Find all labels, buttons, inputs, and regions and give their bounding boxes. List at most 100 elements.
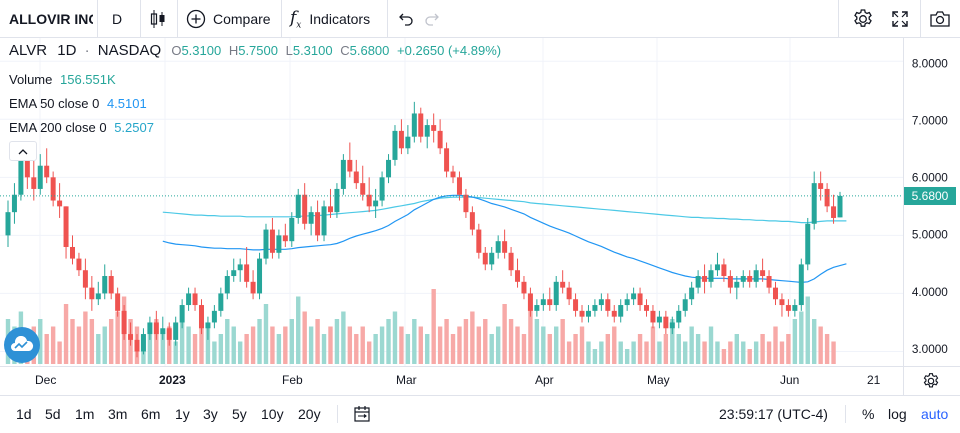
candle-body — [218, 293, 224, 311]
candle-body — [824, 188, 830, 207]
range-3m-button[interactable]: 3m — [108, 406, 128, 422]
volume-bar — [244, 334, 249, 364]
range-3y-button[interactable]: 3y — [203, 406, 218, 422]
timezone-clock[interactable]: 23:59:17 (UTC-4) — [719, 406, 828, 422]
logo-button[interactable] — [4, 327, 40, 363]
candle — [166, 322, 172, 346]
candle-body — [386, 159, 392, 178]
settings-button[interactable] — [852, 0, 874, 38]
range-1m-button[interactable]: 1m — [75, 406, 95, 422]
volume-bar — [373, 334, 378, 364]
auto-scale-button[interactable]: auto — [921, 406, 949, 422]
volume-bar — [528, 296, 533, 364]
candle-body — [379, 177, 385, 201]
indicators-button[interactable]: fx Indicators — [290, 0, 370, 38]
candle-body — [482, 252, 488, 265]
candle-body — [353, 171, 359, 184]
volume-bar — [179, 319, 185, 364]
volume-bar — [218, 334, 224, 364]
candle — [618, 299, 624, 323]
candle — [411, 101, 417, 143]
symbol-search-button[interactable]: ALLOVIR INC — [9, 0, 93, 38]
candle — [218, 287, 224, 317]
fullscreen-button[interactable] — [890, 0, 910, 38]
range-10y-button[interactable]: 10y — [261, 406, 284, 422]
candle — [463, 188, 469, 218]
legend-dot: · — [84, 42, 90, 59]
redo-button[interactable] — [424, 0, 442, 38]
volume-bar — [818, 326, 823, 364]
candle — [785, 299, 791, 317]
low-label: L — [285, 43, 293, 58]
volume-bar — [250, 326, 256, 364]
volume-bar — [702, 341, 707, 364]
candle-body — [611, 310, 617, 317]
range-5d-button[interactable]: 5d — [45, 406, 61, 422]
volume-bar — [431, 289, 436, 364]
candle-body — [669, 322, 675, 329]
redo-icon — [425, 13, 439, 26]
ema200-legend[interactable]: EMA 200 close 0 5.2507 — [9, 120, 154, 135]
candle-body — [289, 217, 295, 242]
candle-body — [269, 229, 275, 253]
series-legend: ALVR 1D · NASDAQ O5.3100 H5.7500 L5.3100… — [9, 42, 501, 59]
candle-body — [515, 270, 521, 282]
volume-bar — [792, 319, 798, 364]
candle-body — [592, 305, 598, 311]
compare-button[interactable]: Compare — [186, 0, 271, 38]
snapshot-button[interactable] — [929, 0, 951, 38]
volume-bar — [328, 326, 333, 364]
range-5y-button[interactable]: 5y — [232, 406, 247, 422]
go-to-date-button[interactable] — [353, 395, 371, 433]
log-scale-button[interactable]: log — [888, 406, 907, 422]
volume-bar — [760, 334, 765, 364]
range-1y-button[interactable]: 1y — [175, 406, 190, 422]
volume-bar — [263, 304, 269, 364]
percent-scale-button[interactable]: % — [862, 406, 875, 422]
time-axis[interactable]: Dec 2023 Feb Mar Apr May Jun 21 — [0, 366, 960, 396]
divider — [838, 0, 839, 38]
candle — [5, 200, 11, 247]
candle — [244, 246, 250, 288]
candle — [450, 165, 456, 184]
candle-body — [469, 212, 475, 230]
range-20y-button[interactable]: 20y — [298, 406, 321, 422]
candle — [721, 258, 727, 282]
gear-icon — [923, 373, 939, 388]
range-1d-button[interactable]: 1d — [16, 406, 32, 422]
price-tick-label: 6.0000 — [912, 172, 948, 185]
candle-body — [773, 287, 779, 300]
candle-body — [663, 316, 669, 329]
volume-bar — [308, 326, 314, 364]
collapse-legend-button[interactable] — [9, 141, 37, 161]
undo-button[interactable] — [396, 0, 414, 38]
volume-bar — [586, 341, 591, 364]
candle — [282, 223, 288, 247]
range-6m-button[interactable]: 6m — [141, 406, 161, 422]
divider — [337, 405, 338, 423]
candle-body — [147, 322, 153, 335]
volume-legend[interactable]: Volume 156.551K — [9, 72, 116, 87]
candle — [302, 183, 308, 230]
candle-body — [5, 212, 11, 236]
interval-button[interactable]: D — [112, 0, 132, 38]
candle — [327, 188, 333, 218]
candle-body — [134, 339, 140, 352]
chart-type-button[interactable] — [149, 0, 167, 38]
volume-bar — [83, 311, 88, 364]
candle-body — [76, 258, 82, 271]
ema50-legend[interactable]: EMA 50 close 0 4.5101 — [9, 96, 147, 111]
candle-body — [334, 188, 340, 213]
candle-body — [24, 159, 30, 178]
axis-settings-button[interactable] — [922, 372, 940, 395]
candle — [495, 235, 501, 259]
time-label-dec: Dec — [35, 373, 57, 387]
ema200-label: EMA 200 close 0 — [9, 120, 107, 135]
high-value: 5.7500 — [238, 43, 278, 58]
volume-bar — [786, 334, 791, 364]
price-axis[interactable]: 8.0000 7.0000 6.0000 5.0000 4.0000 3.0000 — [903, 38, 960, 366]
volume-bar — [199, 311, 204, 364]
candle — [50, 171, 56, 207]
candle-body — [121, 310, 127, 335]
price-chart[interactable] — [0, 38, 903, 366]
